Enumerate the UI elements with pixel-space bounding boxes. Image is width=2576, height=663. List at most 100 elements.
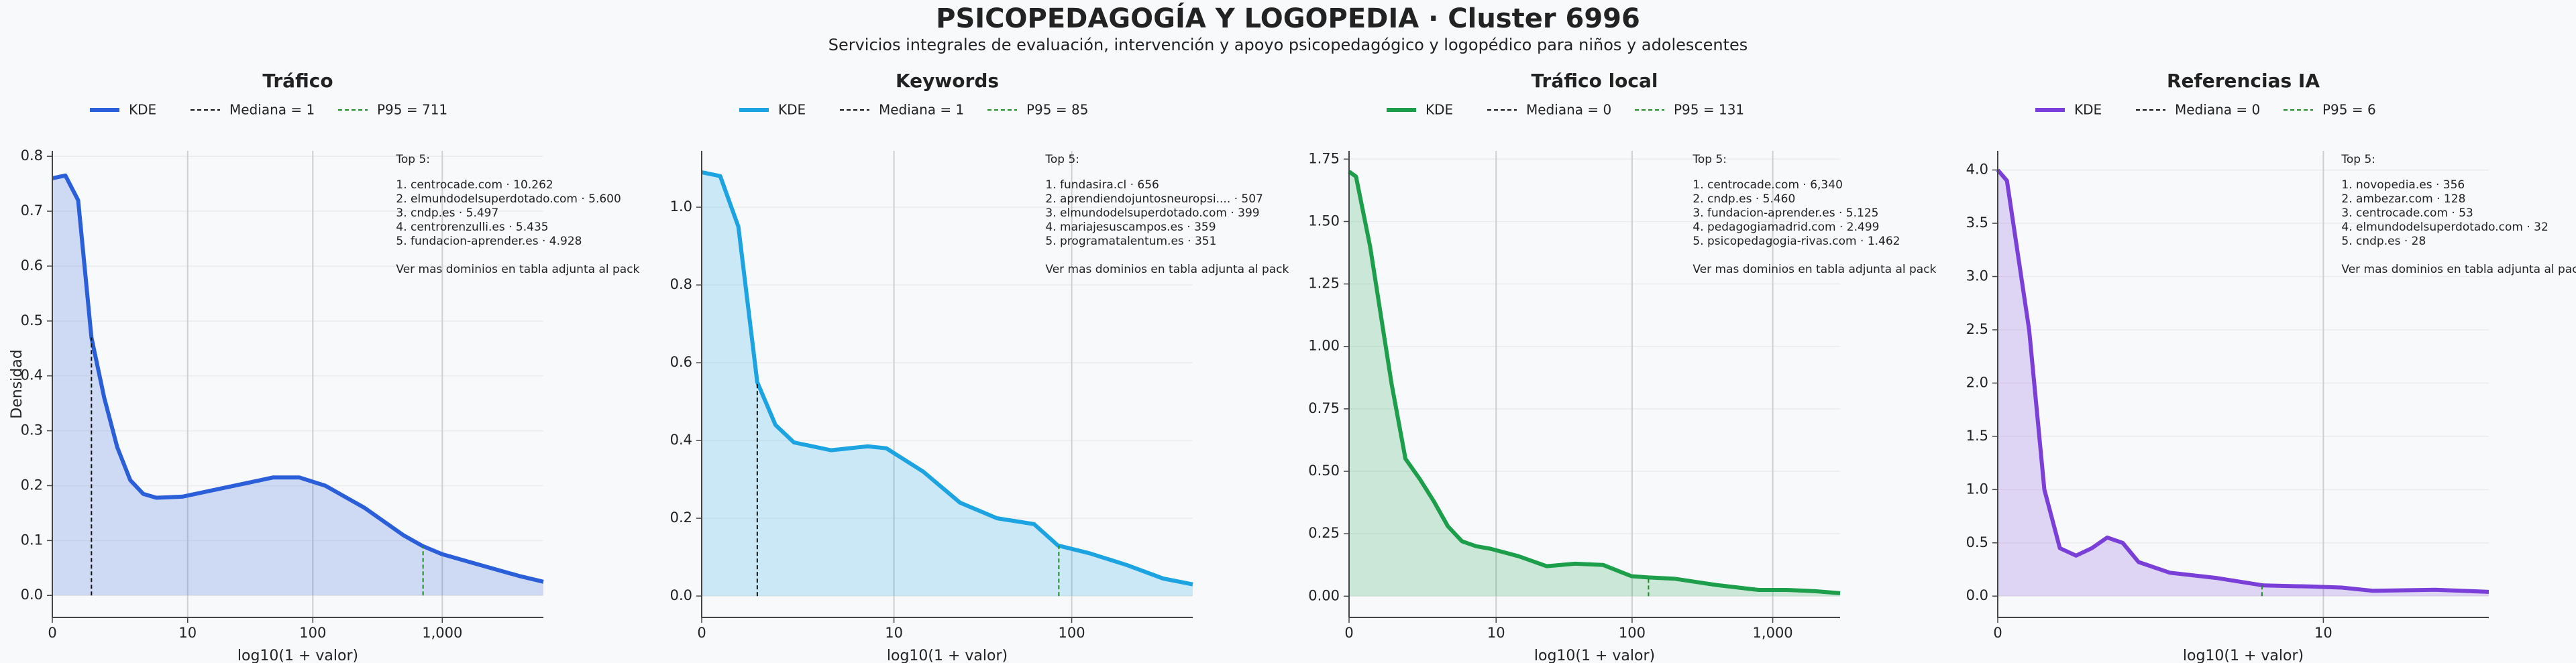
annotation-line: 3. cndp.es · 5.497 [396,206,498,220]
legend-label: KDE [2074,102,2102,118]
annotation-title: Top 5: [395,153,430,166]
annotation-line: 1. centrocade.com · 6,340 [1693,178,1843,192]
x-tick-label: 10 [1487,625,1505,641]
annotation-footer: Ver mas dominios en tabla adjunta al pac… [1045,263,1289,276]
y-tick-label: 2.0 [1966,374,1988,390]
x-tick-label: 0 [1344,625,1353,641]
annotation-line: 1. fundasira.cl · 656 [1045,178,1159,192]
panel: Tráfico 0.0 0.1 0.2 0.3 0.4 0.5 0.6 0.7 0.8 0 10 100… [9,70,640,663]
panel: Tráfico local 0.00 0.25 0.50 0.75 1.00 1.25 1.5… [1308,70,1936,663]
y-tick-label: 0.7 [21,202,43,219]
y-tick-label: 0.0 [21,587,43,603]
annotation-line: 5. programatalentum.es · 351 [1045,235,1216,248]
legend-label: Mediana = 0 [1526,102,1611,118]
annotation-line: 4. centrorenzulli.es · 5.435 [396,221,548,234]
density-line [1348,170,1841,595]
density-line [1996,168,2489,594]
density-area [1349,171,1840,597]
x-tick-label: 1,000 [1753,625,1793,641]
x-axis-label: log10(1 + valor) [887,648,1008,663]
y-axis-label: Densidad [9,349,25,418]
legend-label: P95 = 711 [377,102,447,118]
y-tick-label: 1.0 [670,198,692,215]
annotation-line: 5. cndp.es · 28 [2341,235,2426,248]
y-tick-label: 0.8 [670,276,692,292]
x-tick-label: 0 [1993,625,2002,641]
x-tick-label: 10 [178,625,197,641]
panel-title: Tráfico local [1532,70,1658,92]
y-tick-label: 0.8 [21,147,43,164]
page-title: PSICOPEDAGOGÍA Y LOGOPEDIA · Cluster 699… [936,2,1640,34]
x-tick-label: 0 [697,625,706,641]
legend-label: Mediana = 0 [2175,102,2260,118]
y-tick-label: 0.2 [21,477,43,493]
legend-label: KDE [129,102,156,118]
y-tick-label: 0.50 [1308,463,1340,479]
y-tick-label: 0.75 [1308,400,1340,416]
density-line [701,170,1193,587]
annotation-line: 3. centrocade.com · 53 [2341,206,2473,220]
x-tick-label: 100 [1059,625,1085,641]
annotation-title: Top 5: [1044,153,1079,166]
legend-label: Mediana = 1 [879,102,964,118]
panel-title: Keywords [896,70,999,92]
y-tick-label: 1.0 [1966,481,1988,497]
annotation-line: 5. fundacion-aprender.es · 4.928 [396,235,582,248]
density-area [52,175,543,596]
y-tick-label: 1.00 [1308,338,1340,354]
annotation-line: 2. cndp.es · 5.460 [1693,192,1795,206]
legend-label: Mediana = 1 [229,102,315,118]
x-tick-label: 1,000 [422,625,462,641]
y-tick-label: 1.75 [1308,150,1340,166]
y-tick-label: 0.5 [1966,534,1988,550]
y-tick-label: 0.25 [1308,525,1340,541]
x-tick-label: 0 [48,625,56,641]
y-tick-label: 3.5 [1966,215,1988,231]
y-tick-label: 0.6 [670,354,692,370]
y-tick-label: 1.50 [1308,213,1340,229]
annotation-line: 1. novopedia.es · 356 [2341,178,2465,192]
page-subtitle: Servicios integrales de evaluación, inte… [828,36,1748,54]
y-tick-label: 0.0 [670,587,692,603]
x-tick-label: 100 [1619,625,1646,641]
annotation-line: 4. elmundodelsuperdotado.com · 32 [2341,221,2548,234]
panel-title: Referencias IA [2167,70,2320,92]
y-tick-label: 0.4 [21,367,43,383]
y-tick-label: 3.0 [1966,268,1988,284]
annotation-line: 4. pedagogiamadrid.com · 2.499 [1693,221,1879,234]
annotation-line: 4. mariajesuscampos.es · 359 [1045,221,1216,234]
annotation-line: 1. centrocade.com · 10.262 [396,178,553,192]
x-tick-label: 10 [2314,625,2332,641]
y-tick-label: 0.2 [670,509,692,526]
legend-label: KDE [1426,102,1453,118]
annotation-title: Top 5: [2341,153,2375,166]
y-tick-label: 4.0 [1966,162,1988,178]
annotation-footer: Ver mas dominios en tabla adjunta al pac… [2341,263,2576,276]
y-tick-label: 0.3 [21,422,43,438]
x-axis-label: log10(1 + valor) [237,648,358,663]
density-area [1998,170,2489,597]
y-tick-label: 0.0 [1966,587,1988,603]
y-tick-label: 0.5 [21,312,43,328]
annotation-line: 2. aprendiendojuntosneuropsi.... · 507 [1045,192,1263,206]
x-tick-label: 10 [885,625,903,641]
panel-title: Tráfico [262,70,333,92]
x-axis-label: log10(1 + valor) [1534,648,1655,663]
y-tick-label: 2.5 [1966,321,1988,337]
annotation-line: 5. psicopedagogia-rivas.com · 1.462 [1693,235,1900,248]
annotation-title: Top 5: [1692,153,1727,166]
legend-label: P95 = 85 [1026,102,1088,118]
annotation-line: 2. elmundodelsuperdotado.com · 5.600 [396,192,621,206]
x-tick-label: 100 [299,625,326,641]
y-tick-label: 0.4 [670,432,692,448]
density-line [52,173,544,584]
annotation-footer: Ver mas dominios en tabla adjunta al pac… [396,263,639,276]
annotation-line: 2. ambezar.com · 128 [2341,192,2465,206]
annotation-line: 3. elmundodelsuperdotado.com · 399 [1045,206,1259,220]
y-tick-label: 0.00 [1308,587,1340,603]
x-axis-label: log10(1 + valor) [2183,648,2304,663]
y-tick-label: 0.1 [21,532,43,548]
panel: Referencias IA 0.0 0.5 1.0 1.5 2.0 2.5 3.0 3.5 4.… [1966,70,2576,663]
y-tick-label: 0.6 [21,257,43,274]
legend-label: KDE [778,102,806,118]
